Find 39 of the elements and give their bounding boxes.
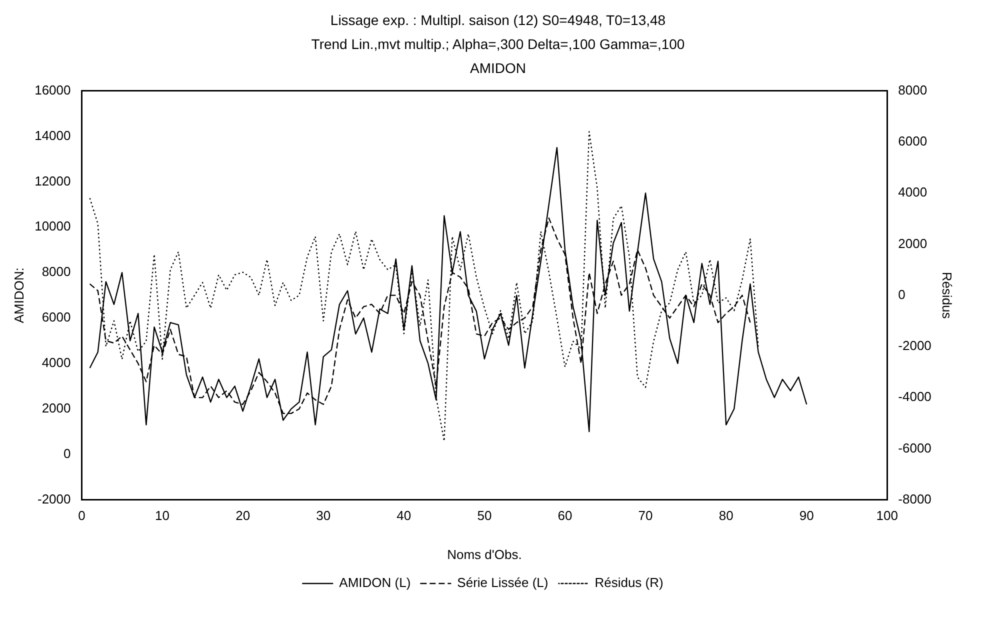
- x-tick-label: 80: [718, 508, 734, 524]
- y2-tick-label: -8000: [898, 491, 932, 506]
- y-tick-label: 12000: [34, 173, 71, 188]
- y-tick-label: 4000: [42, 355, 71, 370]
- x-tick-label: 100: [876, 508, 898, 524]
- x-tick-label: 30: [316, 508, 331, 524]
- x-tick-label: 50: [477, 508, 492, 524]
- legend-label: Résidus (R): [594, 575, 664, 590]
- y2-tick-label: -6000: [898, 440, 932, 456]
- y-tick-label: 16000: [34, 82, 71, 98]
- y2-axis-title: Résidus: [940, 272, 955, 320]
- x-tick-label: 0: [78, 508, 86, 524]
- y2-tick-label: -4000: [898, 389, 932, 404]
- y2-tick-label: 6000: [898, 134, 928, 149]
- legend-label: AMIDON (L): [339, 575, 411, 590]
- x-tick-label: 70: [638, 508, 653, 524]
- y-axis-title: AMIDON:: [11, 267, 26, 324]
- y2-tick-label: 2000: [898, 236, 928, 251]
- y2-tick-label: 0: [898, 286, 906, 302]
- y2-tick-label: -2000: [898, 338, 932, 354]
- x-tick-label: 10: [155, 508, 170, 524]
- chart-title: Lissage exp. : Multipl. saison (12) S0=4948, T0=13,48: [329, 11, 667, 30]
- y-tick-label: 10000: [34, 218, 71, 234]
- y-tick-label: 14000: [34, 128, 71, 143]
- y-tick-label: 0: [64, 446, 71, 461]
- chart-subtitle: Trend Lin.,mvt multip.; Alpha=,300 Delta=,100 Gamma=,100: [310, 35, 686, 54]
- text: AMIDON: [469, 59, 527, 78]
- x-tick-label: 90: [799, 508, 814, 524]
- y-tick-label: 6000: [42, 310, 71, 325]
- y-tick-label: 8000: [42, 264, 71, 280]
- y-tick-label: 2000: [42, 400, 71, 416]
- y2-tick-label: 8000: [898, 82, 928, 98]
- y2-tick-label: 4000: [898, 184, 928, 200]
- x-tick-label: 40: [396, 508, 412, 524]
- x-axis-title: Noms d'Obs.: [447, 546, 522, 562]
- legend-label: Série Lissée (L): [457, 575, 548, 590]
- x-tick-label: 60: [558, 508, 572, 524]
- x-tick-label: 20: [236, 508, 250, 524]
- y-tick-label: -2000: [38, 491, 71, 506]
